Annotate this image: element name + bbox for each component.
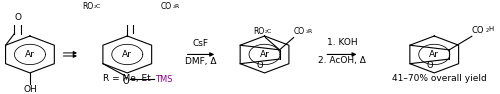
Text: 41–70% overall yield: 41–70% overall yield [392,74,486,83]
Text: $_2$H: $_2$H [485,25,494,35]
Text: TMS: TMS [154,75,172,84]
Text: DMF, Δ: DMF, Δ [185,57,216,66]
Text: $_2$R: $_2$R [172,2,181,11]
Text: OH: OH [23,85,37,94]
Text: O: O [122,77,128,86]
Text: $_2$R: $_2$R [304,27,314,36]
Text: R = Me, Et: R = Me, Et [104,74,151,83]
Text: RO: RO [253,27,264,36]
Text: $_2$C: $_2$C [264,27,274,36]
Text: RO: RO [82,2,94,11]
Text: CO: CO [472,26,484,35]
Text: 2. AcOH, Δ: 2. AcOH, Δ [318,56,366,65]
Text: O: O [14,13,21,22]
Text: CO: CO [161,2,172,11]
Text: CO: CO [294,27,305,36]
Text: Ar: Ar [260,50,270,59]
Text: Ar: Ar [25,50,35,59]
Text: Ar: Ar [430,50,439,59]
Text: Ar: Ar [122,50,132,59]
Text: CsF: CsF [193,39,209,48]
Text: $_2$C: $_2$C [94,2,102,11]
Text: O: O [426,61,433,70]
Text: 1. KOH: 1. KOH [326,38,357,47]
Text: O: O [256,61,263,70]
